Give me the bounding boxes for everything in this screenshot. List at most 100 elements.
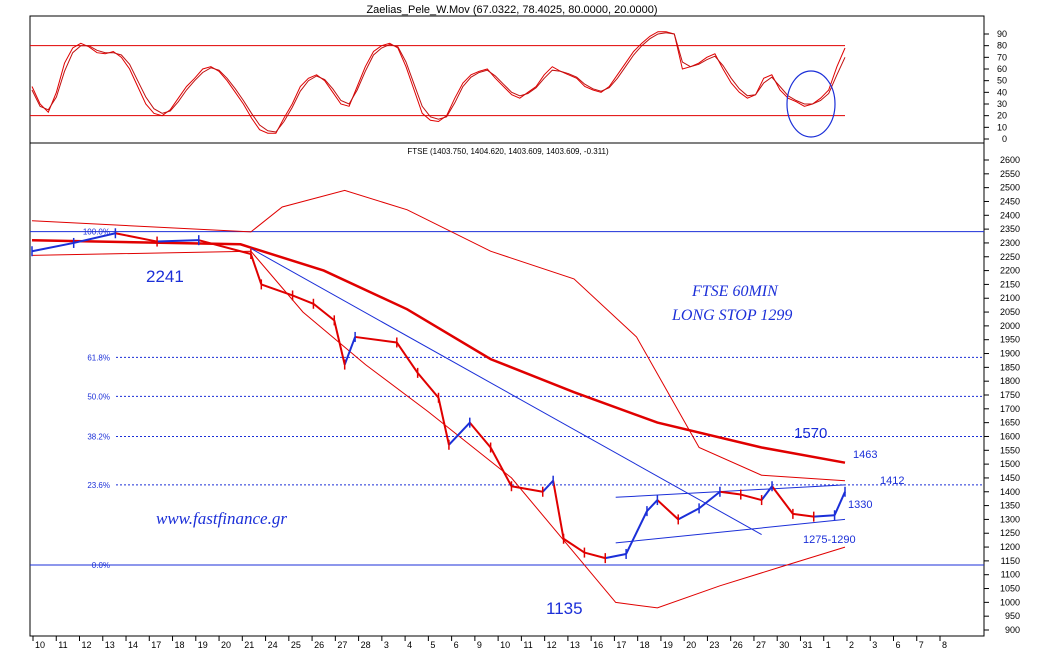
price-segment — [511, 485, 543, 493]
price-segment — [312, 302, 335, 322]
osc-y-tick-label: 20 — [997, 111, 1007, 121]
osc-y-tick-label: 90 — [997, 29, 1007, 39]
x-tick-label: 11 — [523, 640, 532, 650]
price-y-tick-label: 2050 — [1000, 307, 1020, 317]
moving-average-line — [31, 238, 846, 464]
x-tick-label: 12 — [547, 640, 557, 650]
osc-y-tick-label: 0 — [1002, 134, 1007, 144]
x-tick-label: 16 — [593, 640, 603, 650]
price-segment — [395, 341, 419, 374]
price-segment — [469, 422, 492, 449]
price-panel — [29, 142, 985, 637]
price-segment — [740, 493, 762, 502]
oscillator-title: Zaelias_Pele_W.Mov (67.0322, 78.4025, 80… — [366, 4, 657, 16]
price-segment — [833, 491, 846, 516]
price-y-tick-label: 2550 — [1000, 169, 1020, 179]
x-tick-label: 14 — [128, 640, 138, 650]
price-segment — [157, 239, 199, 243]
price-y-tick-label: 2300 — [1000, 238, 1020, 248]
fib-level-label: 100.0% — [83, 228, 110, 237]
price-y-tick-label: 1000 — [1000, 597, 1020, 607]
price-segment — [813, 514, 835, 518]
price-segment — [73, 232, 116, 244]
annotation-1412: 1412 — [880, 475, 904, 487]
x-tick-label: 6 — [454, 640, 459, 650]
price-segment — [563, 537, 585, 554]
price-y-tick-label: 1050 — [1000, 584, 1020, 594]
x-tick-label: 24 — [268, 640, 278, 650]
price-segment — [719, 490, 741, 496]
price-y-tick-label: 1600 — [1000, 431, 1020, 441]
osc-y-tick-label: 80 — [997, 41, 1007, 51]
price-y-tick-label: 2100 — [1000, 293, 1020, 303]
price-y-tick-label: 1200 — [1000, 542, 1020, 552]
watermark-line-2: LONG STOP 1299 — [671, 307, 792, 324]
x-tick-label: 3 — [872, 640, 877, 650]
osc-y-tick-label: 60 — [997, 64, 1007, 74]
trendline — [615, 518, 846, 544]
x-tick-label: 27 — [756, 640, 766, 650]
price-segment — [489, 447, 513, 487]
x-tick-label: 4 — [407, 640, 412, 650]
x-tick-label: 23 — [709, 640, 719, 650]
x-tick-label: 9 — [477, 640, 482, 650]
x-tick-label: 10 — [500, 640, 510, 650]
osc-series-line — [31, 31, 846, 134]
price-layer: 900 950 1000 1050 1100 1150 1200 1250 1300 1350 14… — [30, 155, 1020, 635]
price-y-tick-label: 1700 — [1000, 404, 1020, 414]
price-segment — [343, 336, 357, 365]
x-tick-label: 13 — [570, 640, 580, 650]
bollinger-upper-band — [31, 189, 846, 482]
price-y-tick-label: 1250 — [1000, 528, 1020, 538]
x-tick-label: 12 — [82, 640, 92, 650]
annotation-2241: 2241 — [146, 267, 184, 286]
x-tick-label: 20 — [221, 640, 231, 650]
x-tick-label: 17 — [151, 640, 161, 650]
price-y-tick-label: 2000 — [1000, 321, 1020, 331]
x-tick-label: 11 — [58, 640, 67, 650]
price-segment — [260, 283, 293, 297]
price-y-tick-label: 2250 — [1000, 252, 1020, 262]
price-y-tick-label: 1750 — [1000, 390, 1020, 400]
x-tick-label: 19 — [198, 640, 208, 650]
price-segment — [249, 253, 263, 285]
price-segment — [292, 294, 314, 305]
trendline — [615, 484, 846, 498]
price-y-tick-label: 2400 — [1000, 210, 1020, 220]
price-y-tick-label: 900 — [1005, 625, 1020, 635]
x-tick-label: 18 — [640, 640, 650, 650]
price-y-tick-label: 1550 — [1000, 445, 1020, 455]
x-axis: 10 11 12 13 14 17 18 19 20 21 24 25 26 27 28 3 4 5 6 9 10 11 1… — [32, 636, 947, 650]
x-tick-label: 20 — [686, 640, 696, 650]
price-y-tick-label: 1950 — [1000, 335, 1020, 345]
x-tick-label: 18 — [175, 640, 185, 650]
price-y-tick-label: 1500 — [1000, 459, 1020, 469]
osc-y-tick-label: 10 — [997, 122, 1007, 132]
x-tick-label: 26 — [314, 640, 324, 650]
annotation-1275-1290: 1275-1290 — [803, 534, 856, 546]
price-y-tick-label: 2200 — [1000, 266, 1020, 276]
price-y-tick-label: 2500 — [1000, 183, 1020, 193]
annotation-1135: 1135 — [546, 599, 583, 618]
price-segment — [552, 480, 565, 539]
osc-series-line — [31, 32, 846, 133]
osc-y-tick-label: 40 — [997, 87, 1007, 97]
price-segment — [333, 320, 346, 365]
x-tick-label: 10 — [35, 640, 45, 650]
trendline — [250, 248, 762, 536]
price-y-tick-label: 2350 — [1000, 224, 1020, 234]
x-tick-label: 31 — [802, 640, 812, 650]
price-segment — [760, 485, 773, 501]
price-y-tick-label: 1400 — [1000, 487, 1020, 497]
price-segment — [656, 499, 679, 521]
x-tick-label: 2 — [849, 640, 854, 650]
annotation-1330: 1330 — [848, 499, 872, 511]
price-y-tick-label: 1800 — [1000, 376, 1020, 386]
price-segment — [771, 485, 794, 515]
osc-y-tick-label: 70 — [997, 52, 1007, 62]
x-tick-label: 27 — [337, 640, 347, 650]
price-segment — [198, 239, 252, 255]
price-y-tick-label: 1300 — [1000, 514, 1020, 524]
